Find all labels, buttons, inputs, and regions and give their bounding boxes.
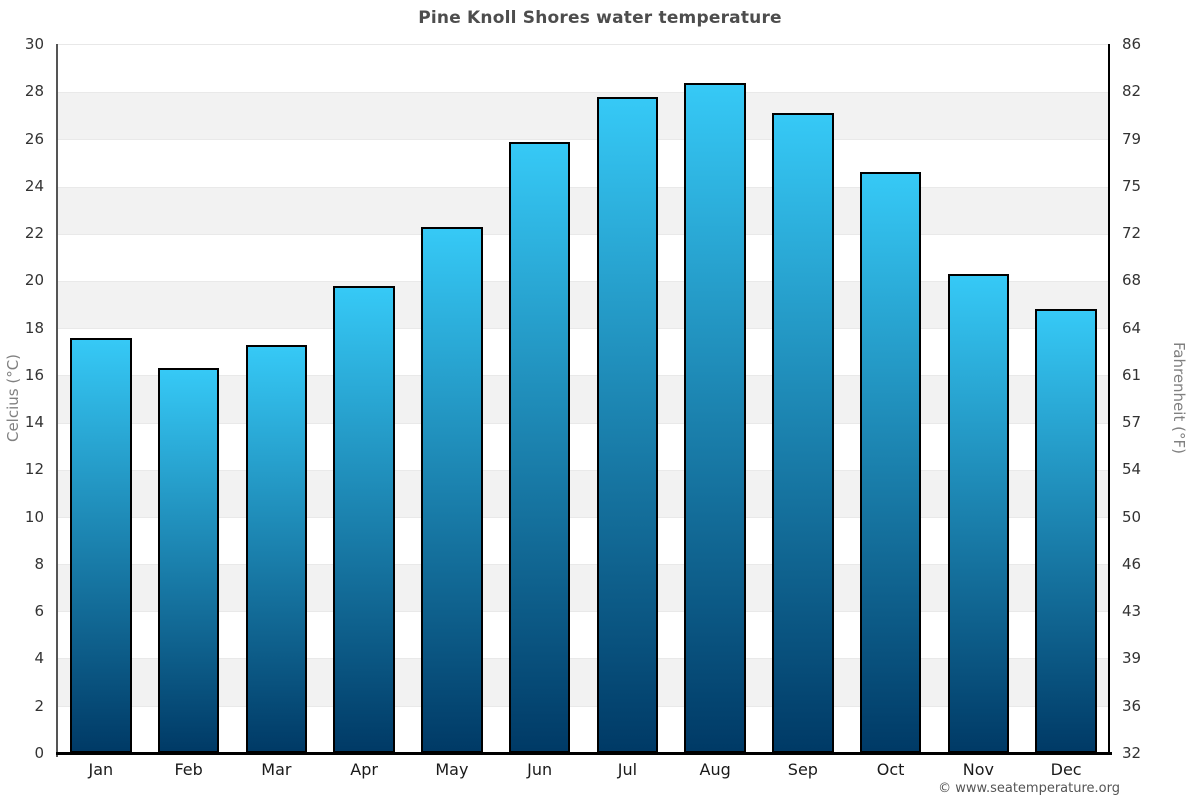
ytick-fahrenheit-50: 50	[1122, 507, 1142, 526]
xlabel-dec: Dec	[1050, 760, 1082, 779]
x-axis-line	[56, 752, 1112, 755]
xlabel-sep: Sep	[787, 760, 818, 779]
bar-sep[interactable]	[772, 113, 834, 753]
bar-slot-may	[408, 45, 496, 753]
bar-slot-nov	[935, 45, 1023, 753]
xlabel-aug: Aug	[699, 760, 731, 779]
plot-area	[57, 44, 1110, 753]
bar-may[interactable]	[421, 226, 483, 753]
grid-band	[57, 422, 1110, 470]
bar-feb[interactable]	[157, 368, 220, 753]
ytick-celsius-4: 4	[34, 649, 44, 668]
ytick-celsius-16: 16	[24, 365, 44, 384]
bar-slot-feb	[145, 45, 233, 753]
ytick-fahrenheit-39: 39	[1122, 649, 1142, 668]
ytick-celsius-22: 22	[24, 224, 44, 243]
bar-nov[interactable]	[947, 273, 1010, 753]
chart-title: Pine Knoll Shores water temperature	[418, 8, 782, 28]
grid-band	[57, 611, 1110, 659]
bar-slot-jul	[584, 45, 672, 753]
bar-slot-sep	[759, 45, 847, 753]
grid-band	[57, 516, 1110, 565]
grid-band	[57, 469, 1110, 517]
x-axis-labels: Jan Feb Mar Apr May Jun Jul Aug Sep Oct Nov Dec	[57, 760, 1110, 779]
copyright-link[interactable]: © www.seatemperature.org	[938, 781, 1120, 796]
ytick-fahrenheit-68: 68	[1122, 271, 1142, 290]
bar-jan[interactable]	[70, 337, 132, 753]
bar-apr[interactable]	[333, 285, 395, 753]
bar-slot-jan	[57, 45, 145, 753]
ytick-celsius-10: 10	[24, 507, 44, 526]
ytick-fahrenheit-54: 54	[1122, 460, 1142, 479]
grid-band	[57, 375, 1110, 423]
ytick-celsius-14: 14	[24, 413, 44, 432]
ytick-celsius-18: 18	[24, 318, 44, 337]
y-axis-title-celsius: Celcius (°C)	[4, 353, 22, 443]
ytick-celsius-26: 26	[24, 129, 44, 148]
bar-jun[interactable]	[508, 141, 571, 753]
ytick-fahrenheit-46: 46	[1122, 554, 1142, 573]
bar-mar[interactable]	[245, 344, 308, 753]
xlabel-jan: Jan	[88, 760, 114, 779]
ytick-fahrenheit-57: 57	[1122, 413, 1142, 432]
grid-band	[57, 658, 1110, 706]
xlabel-oct: Oct	[876, 760, 905, 779]
bar-slot-apr	[320, 45, 408, 753]
xlabel-jun: Jun	[527, 760, 553, 779]
ytick-fahrenheit-64: 64	[1122, 318, 1142, 337]
ytick-fahrenheit-43: 43	[1122, 602, 1142, 621]
xlabel-jul: Jul	[617, 760, 638, 779]
ytick-celsius-24: 24	[24, 176, 44, 195]
grid-bands	[57, 45, 1110, 753]
ytick-fahrenheit-82: 82	[1122, 82, 1142, 101]
ytick-celsius-28: 28	[24, 82, 44, 101]
y-axis-line-right	[1108, 44, 1110, 755]
ytick-celsius-12: 12	[24, 460, 44, 479]
ytick-celsius-2: 2	[34, 696, 44, 715]
bar-oct[interactable]	[859, 172, 922, 753]
xlabel-apr: Apr	[350, 760, 378, 779]
ytick-celsius-20: 20	[24, 271, 44, 290]
grid-band	[57, 233, 1110, 281]
bar-series	[57, 45, 1110, 753]
grid-band	[57, 705, 1110, 753]
bar-slot-aug	[671, 45, 759, 753]
bar-slot-mar	[233, 45, 321, 753]
grid-band	[57, 186, 1110, 234]
bar-aug[interactable]	[684, 82, 746, 753]
xlabel-may: May	[435, 760, 469, 779]
ytick-fahrenheit-75: 75	[1122, 176, 1142, 195]
bar-slot-dec	[1022, 45, 1110, 753]
xlabel-mar: Mar	[261, 760, 292, 779]
grid-band	[57, 564, 1110, 612]
ytick-celsius-0: 0	[34, 744, 44, 762]
grid-band	[57, 45, 1110, 93]
xlabel-nov: Nov	[962, 760, 994, 779]
bar-dec[interactable]	[1035, 309, 1097, 753]
ytick-fahrenheit-36: 36	[1122, 696, 1142, 715]
ytick-fahrenheit-72: 72	[1122, 224, 1142, 243]
ytick-fahrenheit-32: 32	[1122, 744, 1142, 762]
ytick-celsius-8: 8	[34, 554, 44, 573]
ytick-celsius-6: 6	[34, 602, 44, 621]
bar-slot-oct	[847, 45, 935, 753]
ytick-fahrenheit-79: 79	[1122, 129, 1142, 148]
ytick-celsius-30: 30	[24, 35, 44, 53]
grid-band	[57, 280, 1110, 329]
y-axis-title-fahrenheit: Fahrenheit (°F)	[1170, 342, 1188, 454]
y-axis-line-left	[56, 44, 58, 757]
grid-band	[57, 139, 1110, 187]
bar-jul[interactable]	[596, 96, 659, 753]
ytick-fahrenheit-86: 86	[1122, 35, 1142, 53]
bar-slot-jun	[496, 45, 584, 753]
ytick-fahrenheit-61: 61	[1122, 365, 1142, 384]
xlabel-feb: Feb	[174, 760, 203, 779]
grid-band	[57, 92, 1110, 140]
grid-band	[57, 328, 1110, 376]
